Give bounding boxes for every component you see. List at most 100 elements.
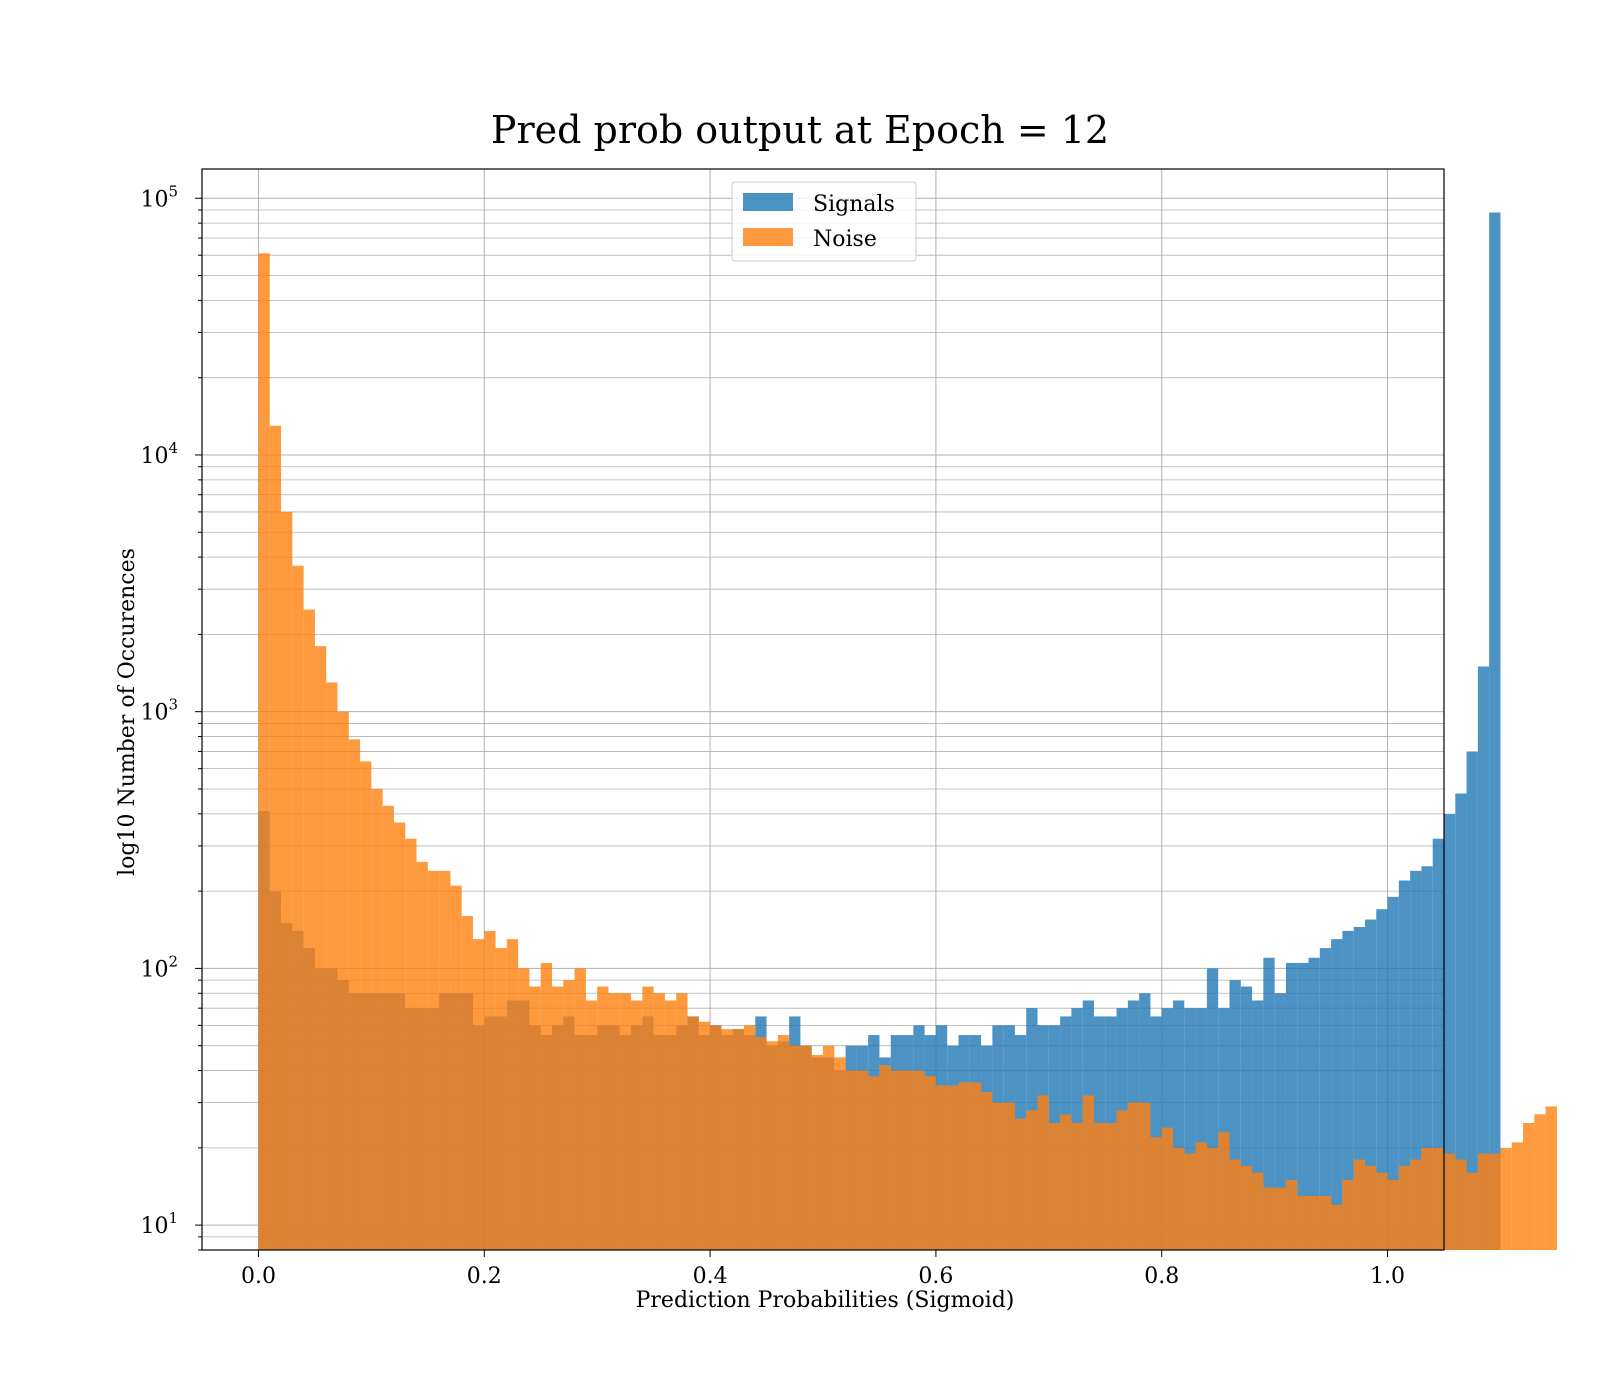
bar-noise — [1184, 1153, 1196, 1250]
bar-signals — [1308, 957, 1320, 1250]
bar-noise — [269, 425, 282, 1251]
bar-noise — [1398, 1165, 1411, 1250]
bar-noise — [1319, 1195, 1332, 1250]
x-tick-label: 0.2 — [467, 1264, 502, 1289]
bar-noise — [981, 1092, 993, 1250]
bar-signals — [1477, 666, 1490, 1250]
bar-noise — [732, 1029, 744, 1250]
bar-noise — [450, 885, 462, 1250]
bar-noise — [382, 805, 394, 1250]
bar-signals — [1218, 1008, 1230, 1250]
bar-noise — [902, 1070, 914, 1250]
bar-noise — [1071, 1122, 1083, 1250]
axes — [201, 168, 1445, 1251]
bar-noise — [1206, 1147, 1219, 1250]
bar-noise — [777, 1035, 790, 1250]
bar-noise — [890, 1070, 903, 1250]
x-tick-label: 1.0 — [1370, 1264, 1405, 1289]
bar-noise — [1173, 1147, 1185, 1250]
bar-noise — [1297, 1195, 1309, 1250]
bar-noise — [1466, 1172, 1478, 1250]
bar-noise — [1014, 1118, 1027, 1250]
legend-swatch-signals — [743, 193, 793, 211]
bar-noise — [1240, 1165, 1253, 1250]
bar-noise — [1387, 1179, 1399, 1250]
bar-noise — [1218, 1132, 1230, 1250]
bar-noise — [1511, 1142, 1524, 1250]
legend-swatch-noise — [743, 228, 793, 246]
bar-noise — [1489, 1153, 1501, 1250]
bar-noise — [1500, 1147, 1512, 1250]
bar-noise — [518, 968, 530, 1250]
y-tick-label: 105 — [140, 182, 178, 212]
bar-noise — [360, 761, 372, 1250]
bar-noise — [405, 838, 417, 1250]
histogram-bars — [258, 212, 1557, 1251]
bar-noise — [687, 1016, 699, 1250]
legend: Signals Noise — [731, 181, 917, 262]
bar-noise — [1026, 1110, 1038, 1250]
bar-noise — [1048, 1122, 1061, 1250]
y-axis-label: log10 Number of Occurences — [115, 548, 140, 876]
bar-noise — [1523, 1122, 1535, 1250]
y-tick-label: 101 — [140, 1209, 178, 1239]
y-tick-label: 102 — [140, 952, 178, 982]
bar-noise — [710, 1025, 722, 1250]
bar-noise — [348, 739, 361, 1250]
bar-noise — [856, 1070, 869, 1250]
legend-label-noise: Noise — [813, 227, 877, 252]
bar-noise — [1545, 1106, 1557, 1250]
bar-signals — [1173, 1000, 1185, 1250]
bar-noise — [1455, 1159, 1467, 1250]
bar-noise — [1410, 1159, 1422, 1250]
bar-signals — [1455, 793, 1467, 1250]
bar-signals — [1432, 838, 1444, 1250]
bar-noise — [653, 993, 665, 1250]
bar-noise — [416, 861, 428, 1250]
x-tick-label: 0.4 — [693, 1264, 728, 1289]
bar-noise — [461, 916, 473, 1250]
x-axis-label: Prediction Probabilities (Sigmoid) — [636, 1288, 1015, 1313]
bar-noise — [597, 986, 609, 1250]
bar-noise — [1037, 1095, 1049, 1250]
bar-noise — [969, 1082, 982, 1250]
bar-signals — [1263, 957, 1275, 1250]
bar-signals — [1421, 866, 1433, 1250]
bar-noise — [1060, 1114, 1072, 1250]
bar-noise — [1003, 1102, 1015, 1250]
bar-noise — [608, 993, 620, 1250]
bar-noise — [913, 1070, 925, 1250]
bar-signals — [1353, 926, 1365, 1250]
bar-noise — [1534, 1114, 1546, 1250]
bar-signals — [1252, 1000, 1264, 1250]
bar-noise — [631, 1000, 643, 1250]
bar-noise — [1195, 1142, 1207, 1250]
bar-noise — [563, 980, 575, 1250]
bar-signals — [1240, 986, 1253, 1250]
bar-noise — [585, 1000, 598, 1250]
bar-noise — [868, 1076, 880, 1250]
bar-noise — [314, 646, 327, 1250]
bar-noise — [439, 870, 451, 1250]
bar-noise — [676, 993, 688, 1250]
bar-noise — [823, 1045, 835, 1250]
bar-noise — [755, 1037, 767, 1250]
bar-noise — [326, 682, 338, 1250]
bar-signals — [1229, 980, 1241, 1250]
bar-noise — [721, 1029, 733, 1250]
bar-noise — [495, 948, 507, 1250]
bar-signals — [1364, 919, 1377, 1250]
bar-noise — [1364, 1165, 1377, 1250]
bar-noise — [1444, 1153, 1456, 1250]
bar-noise — [935, 1085, 948, 1250]
bar-signals — [1398, 880, 1411, 1250]
bar-noise — [1263, 1187, 1275, 1250]
bar-noise — [664, 1000, 677, 1250]
y-tick-label: 104 — [140, 439, 178, 469]
bar-signals — [1206, 968, 1219, 1250]
bar-noise — [811, 1054, 823, 1250]
bar-signals — [1466, 751, 1478, 1250]
bar-noise — [619, 993, 632, 1250]
bar-noise — [834, 1057, 846, 1250]
bar-noise — [924, 1076, 936, 1250]
